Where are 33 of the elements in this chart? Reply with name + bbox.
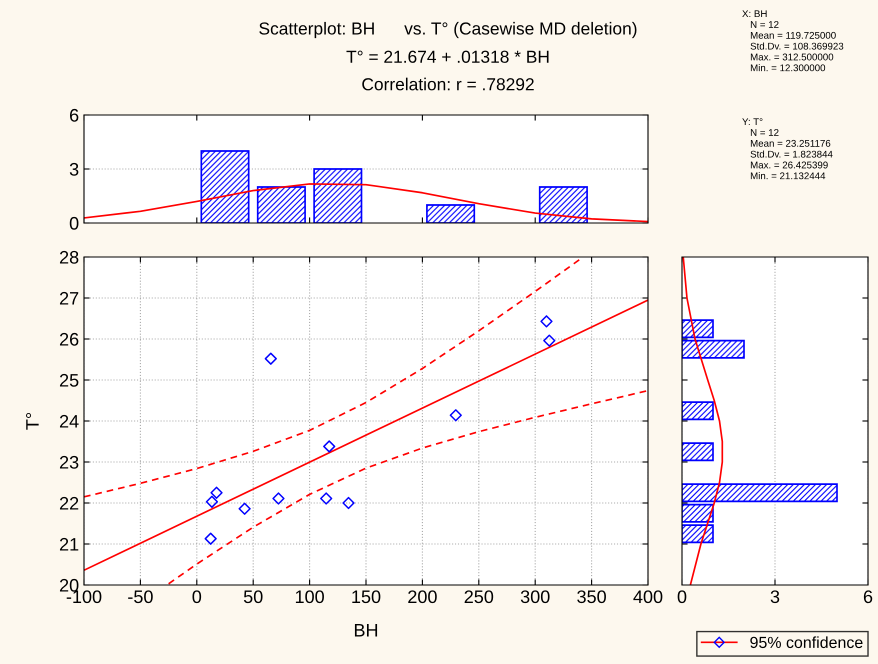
y-tick-label: 20 [60, 578, 78, 592]
y-tick-label: 27 [60, 292, 78, 305]
y-tick-label: 24 [60, 414, 79, 428]
y-tick-label: 23 [60, 456, 78, 469]
legend-label: 95% confidence [750, 636, 863, 648]
x-axis-title: BH [354, 624, 378, 636]
y-axis-title: T° [26, 412, 39, 430]
y-tick-label: 26 [60, 332, 78, 346]
x-tick-label: 50 [244, 590, 263, 604]
y-tick-label: 28 [60, 250, 78, 264]
x-tick-label: 100 [296, 590, 324, 604]
x-tick-label: -100 [66, 590, 102, 604]
x-tick-label: 0 [678, 590, 686, 604]
y-tick-label: 3 [70, 162, 78, 176]
chart-subtitle: T° = 21.674 + .01318 * BH Correlation: r = .78292 [346, 50, 549, 90]
y-tick-label: 21 [60, 538, 78, 551]
y-tick-label: 6 [70, 108, 78, 122]
y-tick-label: 25 [60, 374, 78, 387]
text: X: BH N = 12 Mean = 119.725000 Std.Dv. = 108.369923 Max. = 312.500000 Min. = 12.300000 [742, 10, 844, 72]
x-tick-label: 300 [520, 590, 550, 604]
chart-title: Scatterplot: BH vs. T° (Casewise MD deletion) [259, 22, 636, 38]
y-tick-label: 0 [70, 216, 78, 230]
x-tick-label: -50 [128, 590, 153, 604]
x-tick-label: 6 [864, 590, 872, 604]
x-tick-label: 350 [577, 590, 606, 604]
x-tick-label: 150 [352, 590, 380, 604]
y-tick-label: 22 [60, 496, 78, 510]
x-tick-label: 200 [408, 590, 437, 604]
text: Y: T° N = 12 Mean = 23.251176 Std.Dv. = 1.823844 Max. = 26.425399 Min. = 21.132444 [742, 118, 833, 180]
x-tick-label: 0 [192, 590, 202, 604]
x-tick-label: 400 [633, 590, 662, 604]
x-tick-label: 3 [770, 590, 780, 604]
x-tick-label: 250 [464, 590, 494, 604]
